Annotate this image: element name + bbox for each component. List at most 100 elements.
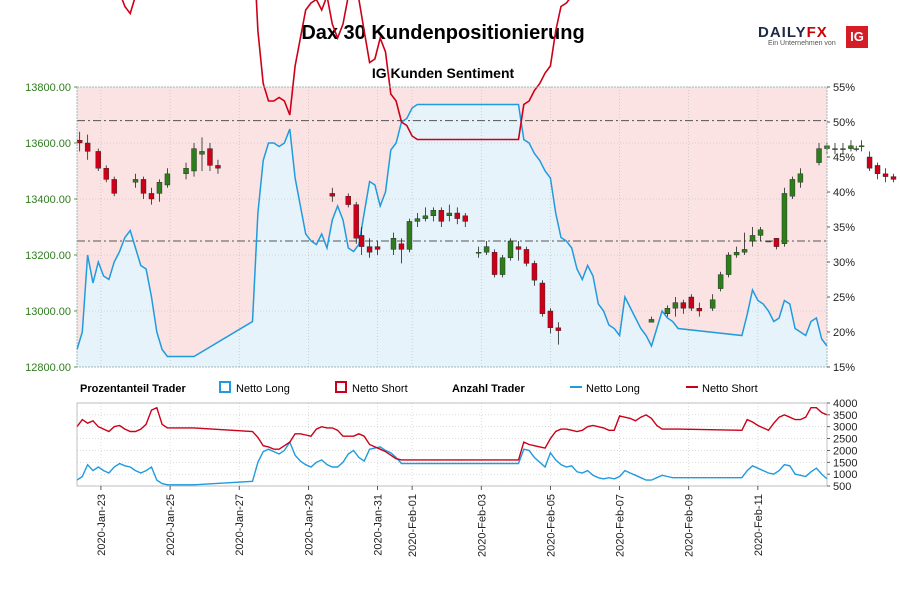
candle-body xyxy=(741,249,748,253)
candle-body xyxy=(446,212,453,216)
count-long-line xyxy=(76,440,828,486)
candle-body xyxy=(832,148,838,150)
candle-body xyxy=(398,243,405,250)
candle-body xyxy=(523,249,530,264)
price-tick-label: 12800.00 xyxy=(25,362,71,374)
candle-body xyxy=(199,151,205,155)
candle-body xyxy=(140,179,147,194)
candle-body xyxy=(103,167,109,180)
count-short-line xyxy=(76,406,828,461)
candle-body xyxy=(688,296,695,309)
pct-tick-label: 55% xyxy=(833,82,855,94)
candle-body xyxy=(866,156,873,169)
candle-body xyxy=(438,209,445,222)
pct-tick-label: 30% xyxy=(833,257,855,269)
candle-body xyxy=(366,246,373,253)
candle-body xyxy=(358,235,365,247)
price-tick-label: 13000.00 xyxy=(25,306,71,318)
chart-subtitle: IG Kunden Sentiment xyxy=(371,65,515,81)
candle-body xyxy=(414,218,421,222)
candle-body xyxy=(539,282,546,314)
pct-tick-label: 25% xyxy=(833,292,855,304)
pct-tick-label: 50% xyxy=(833,117,855,129)
legend-count-long-label: Netto Long xyxy=(586,383,640,395)
candle-body xyxy=(406,221,413,250)
x-tick-label: 2020-Feb-05 xyxy=(545,494,557,557)
candle-body xyxy=(555,327,562,331)
candle-body xyxy=(725,254,732,275)
candle-body xyxy=(191,148,197,172)
candle-body xyxy=(765,240,772,243)
count-tick-label: 2500 xyxy=(833,434,857,446)
x-tick-label: 2020-Feb-11 xyxy=(753,494,765,556)
long-area xyxy=(77,104,827,367)
candle-body xyxy=(648,319,655,323)
candle-body xyxy=(733,251,740,256)
candle-body xyxy=(454,212,461,219)
legend-pct-title: Prozentanteil Trader xyxy=(80,383,186,395)
count-tick-label: 2000 xyxy=(833,445,857,457)
candle-body xyxy=(853,148,859,150)
candle-body xyxy=(757,229,764,236)
candle-body xyxy=(84,142,91,152)
count-frame xyxy=(76,402,828,487)
candle-body xyxy=(215,165,221,169)
sentiment-panel: 13800.00 13600.00 13400.00 13200.00 13000.00… xyxy=(25,0,897,374)
count-tick-label: 1500 xyxy=(833,457,857,469)
candle-body xyxy=(773,237,780,247)
candle-body xyxy=(475,251,482,254)
chart-title: Dax 30 Kundenpositionierung xyxy=(301,22,585,44)
x-tick-label: 2020-Jan-27 xyxy=(234,494,246,556)
candle-body xyxy=(390,237,397,250)
candle-body xyxy=(531,263,538,281)
candle-body xyxy=(717,274,724,289)
pct-tick-label: 15% xyxy=(833,362,855,374)
candle-body xyxy=(890,176,897,180)
pct-tick-label: 45% xyxy=(833,152,855,164)
candle-body xyxy=(95,151,101,169)
x-tick-label: 2020-Feb-09 xyxy=(684,494,696,557)
x-tick-label: 2020-Feb-03 xyxy=(476,494,488,557)
candle-body xyxy=(672,302,679,309)
candle-body xyxy=(749,235,756,242)
pct-tick-label: 40% xyxy=(833,187,855,199)
candle-body xyxy=(430,209,437,216)
candle-body xyxy=(422,215,429,219)
candle-body xyxy=(709,299,716,309)
candle-body xyxy=(76,139,83,144)
candle-body xyxy=(696,308,703,312)
count-tick-label: 4000 xyxy=(833,398,857,410)
candle-body xyxy=(848,145,854,149)
candle-body xyxy=(840,148,846,150)
candle-body xyxy=(547,310,554,328)
candle-body xyxy=(507,240,514,258)
count-tick-label: 3000 xyxy=(833,422,857,434)
candle-body xyxy=(483,246,490,253)
candle-body xyxy=(132,179,139,183)
pct-tick-label: 35% xyxy=(833,222,855,234)
count-tick-label: 500 xyxy=(833,481,851,493)
long-pct-line xyxy=(76,103,828,358)
price-tick-label: 13800.00 xyxy=(25,82,71,94)
candle-body xyxy=(207,148,213,166)
candle-body xyxy=(329,193,336,197)
x-tick-label: 2020-Jan-31 xyxy=(373,494,385,556)
price-tick-label: 13200.00 xyxy=(25,250,71,262)
legend-pct-short-label: Netto Short xyxy=(352,383,408,395)
ig-logo-icon: IG xyxy=(846,26,868,48)
candle-body xyxy=(462,215,468,222)
candle-body xyxy=(183,167,189,174)
candle-body xyxy=(491,251,498,275)
legend-count-short-label: Netto Short xyxy=(702,383,758,395)
candle-body xyxy=(353,204,359,239)
x-tick-label: 2020-Feb-01 xyxy=(407,494,419,557)
candle-body xyxy=(111,179,117,194)
price-tick-label: 13400.00 xyxy=(25,194,71,206)
x-tick-label: 2020-Jan-29 xyxy=(303,494,315,556)
candle-body xyxy=(345,195,351,205)
candle-body xyxy=(858,145,865,148)
legend-count-title: Anzahl Trader xyxy=(452,383,525,395)
dailyfx-tagline: Ein Unternehmen von xyxy=(768,40,836,47)
candle-body xyxy=(156,181,163,194)
